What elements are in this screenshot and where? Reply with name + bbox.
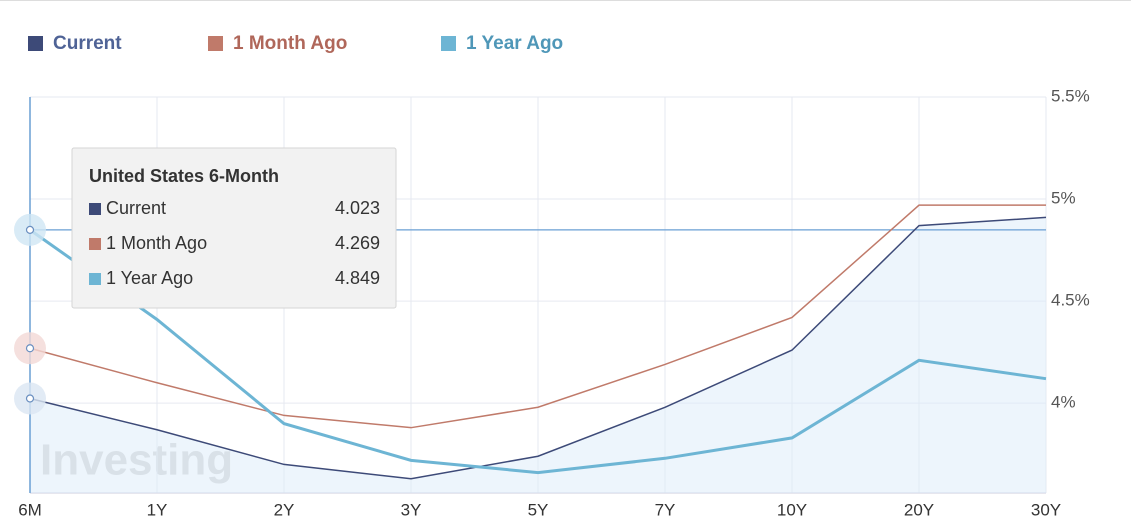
x-tick-label: 10Y (777, 500, 807, 519)
tooltip-label: 1 Year Ago (106, 268, 193, 288)
tooltip-swatch (89, 238, 101, 250)
tooltip: United States 6-Month Current 4.023 1 Month… (71, 147, 397, 309)
hover-point (25, 225, 35, 234)
tooltip-value: 4.269 (335, 233, 380, 253)
tooltip-label: Current (106, 198, 166, 218)
legend-swatch (28, 36, 43, 51)
legend-label: Current (53, 33, 122, 54)
x-tick-label: 6M (18, 500, 42, 519)
tooltip-swatch (89, 273, 101, 285)
legend-swatch (441, 36, 456, 51)
tooltip-title: United States 6-Month (89, 166, 279, 186)
x-tick-label: 1Y (147, 500, 168, 519)
x-tick-label: 20Y (904, 500, 934, 519)
tooltip-value: 4.023 (335, 198, 380, 218)
x-tick-label: 5Y (528, 500, 549, 519)
y-tick-label: 4.5% (1051, 291, 1090, 310)
area (30, 217, 1046, 493)
series-line (29, 204, 1046, 429)
hover-point (25, 344, 35, 353)
x-tick-label: 2Y (274, 500, 295, 519)
legend-label: 1 Year Ago (466, 33, 563, 54)
x-tick-label: 30Y (1031, 500, 1061, 519)
tooltip-box (71, 147, 397, 309)
tooltip-value: 4.849 (335, 268, 380, 288)
legend-label: 1 Month Ago (233, 33, 347, 54)
legend-swatch (208, 36, 223, 51)
x-tick-label: 3Y (401, 500, 422, 519)
y-tick-label: 5.5% (1051, 86, 1090, 105)
series-line (29, 228, 1047, 475)
x-tick-label: 7Y (655, 500, 676, 519)
series-line (29, 216, 1047, 480)
y-tick-label: 4% (1051, 393, 1076, 412)
tooltip-label: 1 Month Ago (106, 233, 207, 253)
hover-point (25, 394, 35, 403)
tooltip-swatch (89, 203, 101, 215)
y-tick-label: 5% (1051, 189, 1076, 208)
